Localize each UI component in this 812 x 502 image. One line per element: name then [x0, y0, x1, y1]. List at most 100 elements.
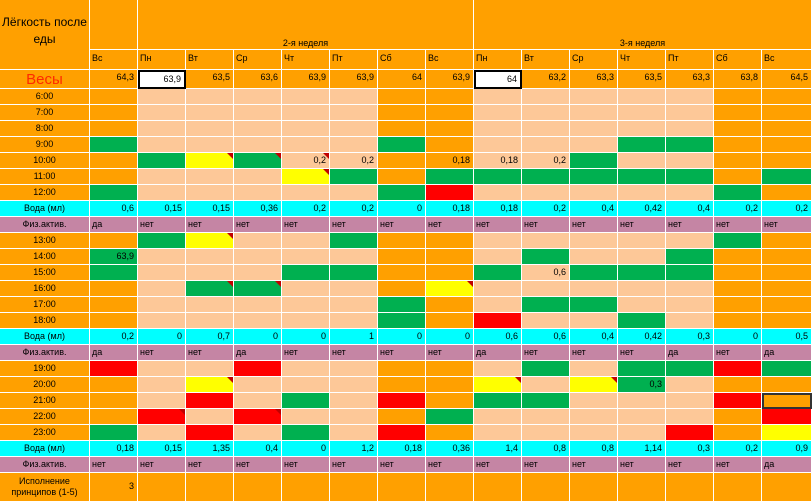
weight-cell[interactable]: 63,5 [186, 70, 234, 89]
status-cell[interactable] [618, 265, 666, 281]
time-label[interactable]: 16:00 [0, 281, 90, 297]
activity-cell[interactable]: нет [474, 217, 522, 233]
activity-cell[interactable]: нет [570, 457, 618, 473]
water-cell[interactable]: 0 [282, 441, 330, 457]
status-cell[interactable] [282, 409, 330, 425]
water-cell[interactable]: 0,15 [138, 441, 186, 457]
weight-cell[interactable]: 63,8 [714, 70, 762, 89]
status-cell[interactable] [666, 105, 714, 121]
status-cell[interactable] [378, 425, 426, 441]
time-label[interactable]: 8:00 [0, 121, 90, 137]
status-cell[interactable] [762, 121, 812, 137]
activity-cell[interactable]: нет [186, 217, 234, 233]
status-cell[interactable] [570, 265, 618, 281]
activity-cell[interactable]: да [234, 345, 282, 361]
status-cell[interactable] [282, 169, 330, 185]
activity-cell[interactable]: нет [330, 457, 378, 473]
weight-cell[interactable]: 63,3 [570, 70, 618, 89]
status-cell[interactable] [426, 265, 474, 281]
status-cell[interactable] [186, 137, 234, 153]
day-header[interactable]: Чт [618, 50, 666, 70]
water-cell[interactable]: 0,15 [138, 201, 186, 217]
status-cell[interactable] [426, 89, 474, 105]
week3-header[interactable]: 3-я неделя [474, 0, 812, 50]
status-cell[interactable] [762, 105, 812, 121]
water-cell[interactable]: 0,2 [762, 201, 812, 217]
status-cell[interactable] [378, 153, 426, 169]
weight-cell[interactable]: 63,5 [618, 70, 666, 89]
time-label[interactable]: 17:00 [0, 297, 90, 313]
status-cell[interactable] [666, 313, 714, 329]
water-cell[interactable]: 0,36 [234, 201, 282, 217]
status-cell[interactable] [666, 361, 714, 377]
status-cell[interactable] [474, 425, 522, 441]
status-cell[interactable] [666, 409, 714, 425]
status-cell[interactable] [570, 169, 618, 185]
water-cell[interactable]: 0,5 [762, 329, 812, 345]
activity-cell[interactable]: нет [426, 217, 474, 233]
status-cell[interactable] [618, 361, 666, 377]
status-cell[interactable] [90, 425, 138, 441]
status-cell[interactable] [618, 137, 666, 153]
water-cell[interactable]: 0,4 [570, 201, 618, 217]
activity-label[interactable]: Физ.актив. [0, 345, 90, 361]
time-label[interactable]: 21:00 [0, 393, 90, 409]
status-cell[interactable] [522, 89, 570, 105]
status-cell[interactable] [90, 137, 138, 153]
status-cell[interactable] [618, 393, 666, 409]
status-cell[interactable] [378, 233, 426, 249]
status-cell[interactable] [618, 121, 666, 137]
status-cell[interactable] [234, 361, 282, 377]
time-label[interactable]: 23:00 [0, 425, 90, 441]
activity-cell[interactable]: нет [714, 345, 762, 361]
status-cell[interactable] [90, 313, 138, 329]
status-cell[interactable] [138, 313, 186, 329]
status-cell[interactable] [138, 137, 186, 153]
status-cell[interactable] [474, 89, 522, 105]
status-cell[interactable] [234, 393, 282, 409]
principles-value[interactable]: 3 [90, 473, 138, 502]
weights-label[interactable]: Весы [0, 70, 90, 89]
activity-cell[interactable]: нет [282, 345, 330, 361]
status-cell[interactable] [378, 249, 426, 265]
water-label[interactable]: Вода (мл) [0, 329, 90, 345]
status-cell[interactable] [90, 105, 138, 121]
status-cell[interactable] [714, 281, 762, 297]
time-label[interactable]: 13:00 [0, 233, 90, 249]
status-cell[interactable] [714, 425, 762, 441]
time-label[interactable]: 12:00 [0, 185, 90, 201]
time-label[interactable]: 22:00 [0, 409, 90, 425]
day-header[interactable]: Вс [90, 50, 138, 70]
activity-cell[interactable]: да [666, 345, 714, 361]
water-cell[interactable]: 0,2 [714, 441, 762, 457]
status-cell[interactable] [714, 265, 762, 281]
time-label[interactable]: 7:00 [0, 105, 90, 121]
water-cell[interactable]: 0 [234, 329, 282, 345]
weight-cell[interactable]: 63,9 [282, 70, 330, 89]
status-cell[interactable] [474, 313, 522, 329]
footer-cell[interactable] [666, 473, 714, 502]
status-cell[interactable] [666, 281, 714, 297]
status-cell[interactable] [666, 377, 714, 393]
status-cell[interactable] [234, 425, 282, 441]
status-cell[interactable] [714, 377, 762, 393]
activity-cell[interactable]: нет [618, 457, 666, 473]
status-cell[interactable] [762, 233, 812, 249]
status-cell[interactable] [714, 409, 762, 425]
activity-label[interactable]: Физ.актив. [0, 457, 90, 473]
status-cell[interactable] [474, 265, 522, 281]
status-cell[interactable] [426, 185, 474, 201]
status-cell[interactable] [378, 313, 426, 329]
footer-cell[interactable] [714, 473, 762, 502]
activity-cell[interactable]: нет [90, 457, 138, 473]
water-cell[interactable]: 0,7 [186, 329, 234, 345]
status-cell[interactable] [378, 281, 426, 297]
status-cell[interactable] [714, 233, 762, 249]
footer-cell[interactable] [762, 473, 812, 502]
status-cell[interactable] [522, 393, 570, 409]
status-cell[interactable] [330, 265, 378, 281]
activity-cell[interactable]: да [762, 345, 812, 361]
status-cell[interactable] [522, 185, 570, 201]
water-cell[interactable]: 0,6 [90, 201, 138, 217]
weight-cell[interactable]: 63,9 [330, 70, 378, 89]
